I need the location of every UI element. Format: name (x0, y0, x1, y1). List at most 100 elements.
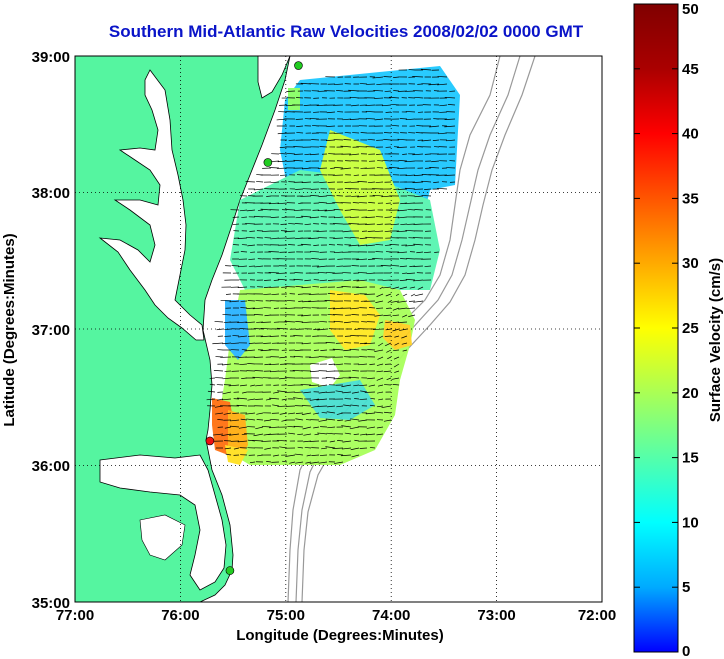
current-vector (372, 194, 384, 197)
current-vector (222, 342, 232, 345)
current-vector (398, 307, 408, 310)
current-vector (403, 293, 408, 297)
current-vector (392, 328, 400, 332)
current-vector (293, 397, 304, 400)
current-vector (240, 251, 248, 253)
current-vector (343, 321, 352, 324)
current-vector (326, 202, 336, 204)
current-vector (217, 418, 224, 421)
current-vector (287, 425, 296, 428)
current-vector (286, 152, 296, 155)
current-vector (408, 300, 416, 302)
current-vector (438, 132, 448, 135)
current-vector (225, 453, 232, 456)
current-vector (310, 195, 320, 197)
current-vector (436, 187, 448, 190)
current-vector (293, 146, 304, 148)
current-vector (254, 370, 264, 372)
current-vector (209, 383, 216, 386)
current-vector (332, 223, 344, 225)
current-vector (305, 160, 312, 162)
current-vector (261, 321, 272, 323)
current-vector (375, 300, 384, 303)
current-vector (253, 433, 264, 437)
current-vector (394, 335, 400, 338)
current-vector (293, 425, 304, 428)
current-vector (279, 153, 288, 155)
current-vector (344, 419, 352, 422)
current-vector (316, 230, 328, 232)
current-vector (359, 237, 368, 239)
current-vector (270, 370, 280, 373)
current-vector (268, 271, 280, 274)
current-vector (354, 439, 360, 442)
current-vector (272, 454, 280, 457)
current-vector (321, 412, 328, 414)
colorbar-tick-label: 10 (682, 514, 699, 531)
current-vector (398, 321, 408, 323)
current-vector (318, 461, 328, 464)
current-vector (295, 321, 304, 323)
current-vector (343, 404, 352, 407)
current-vector (317, 209, 328, 212)
current-vector (245, 223, 256, 225)
current-vector (295, 412, 304, 414)
current-vector (359, 83, 368, 85)
current-vector (229, 433, 240, 436)
current-vector (384, 90, 392, 92)
current-vector (350, 418, 360, 421)
current-vector (301, 412, 312, 415)
current-vector (334, 167, 344, 169)
current-vector (336, 405, 344, 408)
current-vector (232, 244, 240, 246)
current-vector (386, 349, 392, 353)
current-vector (356, 286, 368, 288)
current-vector (335, 390, 344, 393)
current-vector (353, 384, 360, 387)
current-vector (295, 216, 304, 219)
current-vector (376, 293, 384, 298)
radar-station-marker (205, 436, 215, 446)
current-vector (304, 153, 312, 156)
current-vector (248, 342, 256, 344)
current-vector (228, 384, 240, 387)
current-vector (374, 230, 384, 232)
y-tick-label: 38:00 (32, 185, 70, 202)
y-tick-label: 35:00 (32, 595, 70, 612)
current-vector (241, 391, 248, 394)
current-vector (392, 321, 400, 323)
current-vector (277, 278, 288, 281)
current-vector (260, 349, 272, 352)
current-vector (308, 300, 320, 303)
current-vector (319, 279, 328, 282)
current-vector (247, 300, 256, 302)
x-axis: 77:00 76:00 75:00 74:00 73:00 72:00 Long… (56, 607, 616, 644)
current-vector (382, 160, 392, 162)
current-vector (391, 223, 400, 226)
current-vector (326, 432, 336, 435)
current-vector (309, 356, 320, 358)
current-vector (328, 307, 336, 309)
current-vector (301, 321, 312, 324)
current-vector (317, 384, 328, 387)
current-vector (260, 335, 272, 338)
current-vector (379, 321, 384, 324)
current-vector (413, 300, 424, 303)
current-vector (351, 314, 360, 316)
current-vector (230, 342, 240, 344)
x-tick-label: 72:00 (578, 607, 616, 624)
current-vector (393, 349, 400, 351)
current-vector (265, 398, 272, 401)
current-vector (351, 454, 360, 458)
current-vector (366, 244, 376, 247)
current-vector (250, 384, 256, 387)
current-vector (374, 349, 384, 352)
current-vector (369, 404, 376, 407)
current-vector (344, 132, 352, 134)
current-vector (296, 97, 304, 99)
current-vector (325, 139, 336, 141)
current-vector (288, 223, 296, 225)
current-vector (289, 461, 296, 464)
current-vector (229, 300, 240, 303)
current-vector (326, 111, 336, 114)
